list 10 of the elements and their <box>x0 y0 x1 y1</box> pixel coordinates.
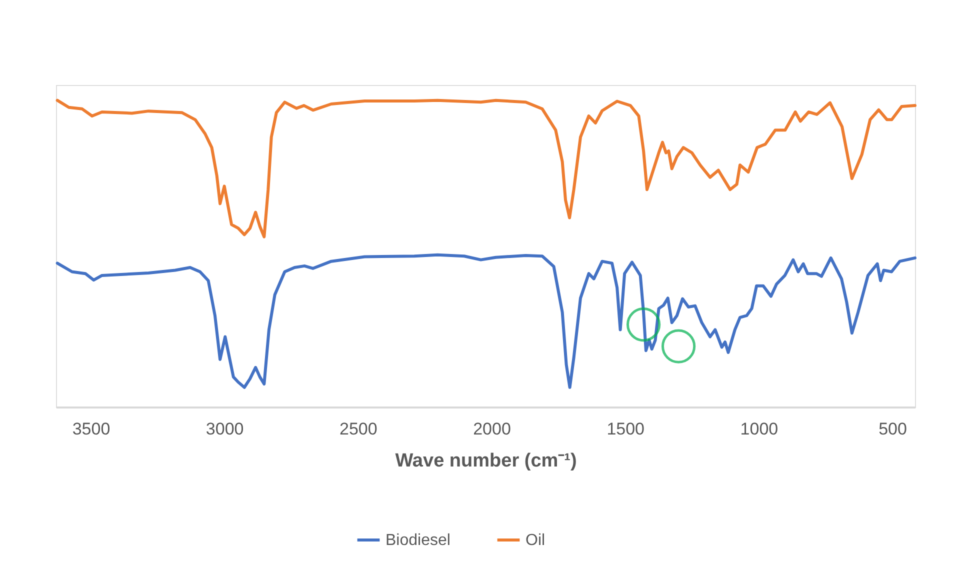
legend-label: Biodiesel <box>386 532 450 549</box>
x-axis-title: Wave number (cm⁻¹) <box>395 450 577 472</box>
x-tick-label: 2500 <box>340 420 378 438</box>
x-tick-label: 500 <box>878 420 907 438</box>
x-tick-label: 1500 <box>606 420 645 438</box>
x-tick-label: 3500 <box>72 420 110 438</box>
x-tick-label: 3000 <box>206 420 244 438</box>
legend-label: Oil <box>526 532 546 549</box>
x-tick-label: 1000 <box>740 420 778 438</box>
x-tick-label: 2000 <box>473 420 511 438</box>
